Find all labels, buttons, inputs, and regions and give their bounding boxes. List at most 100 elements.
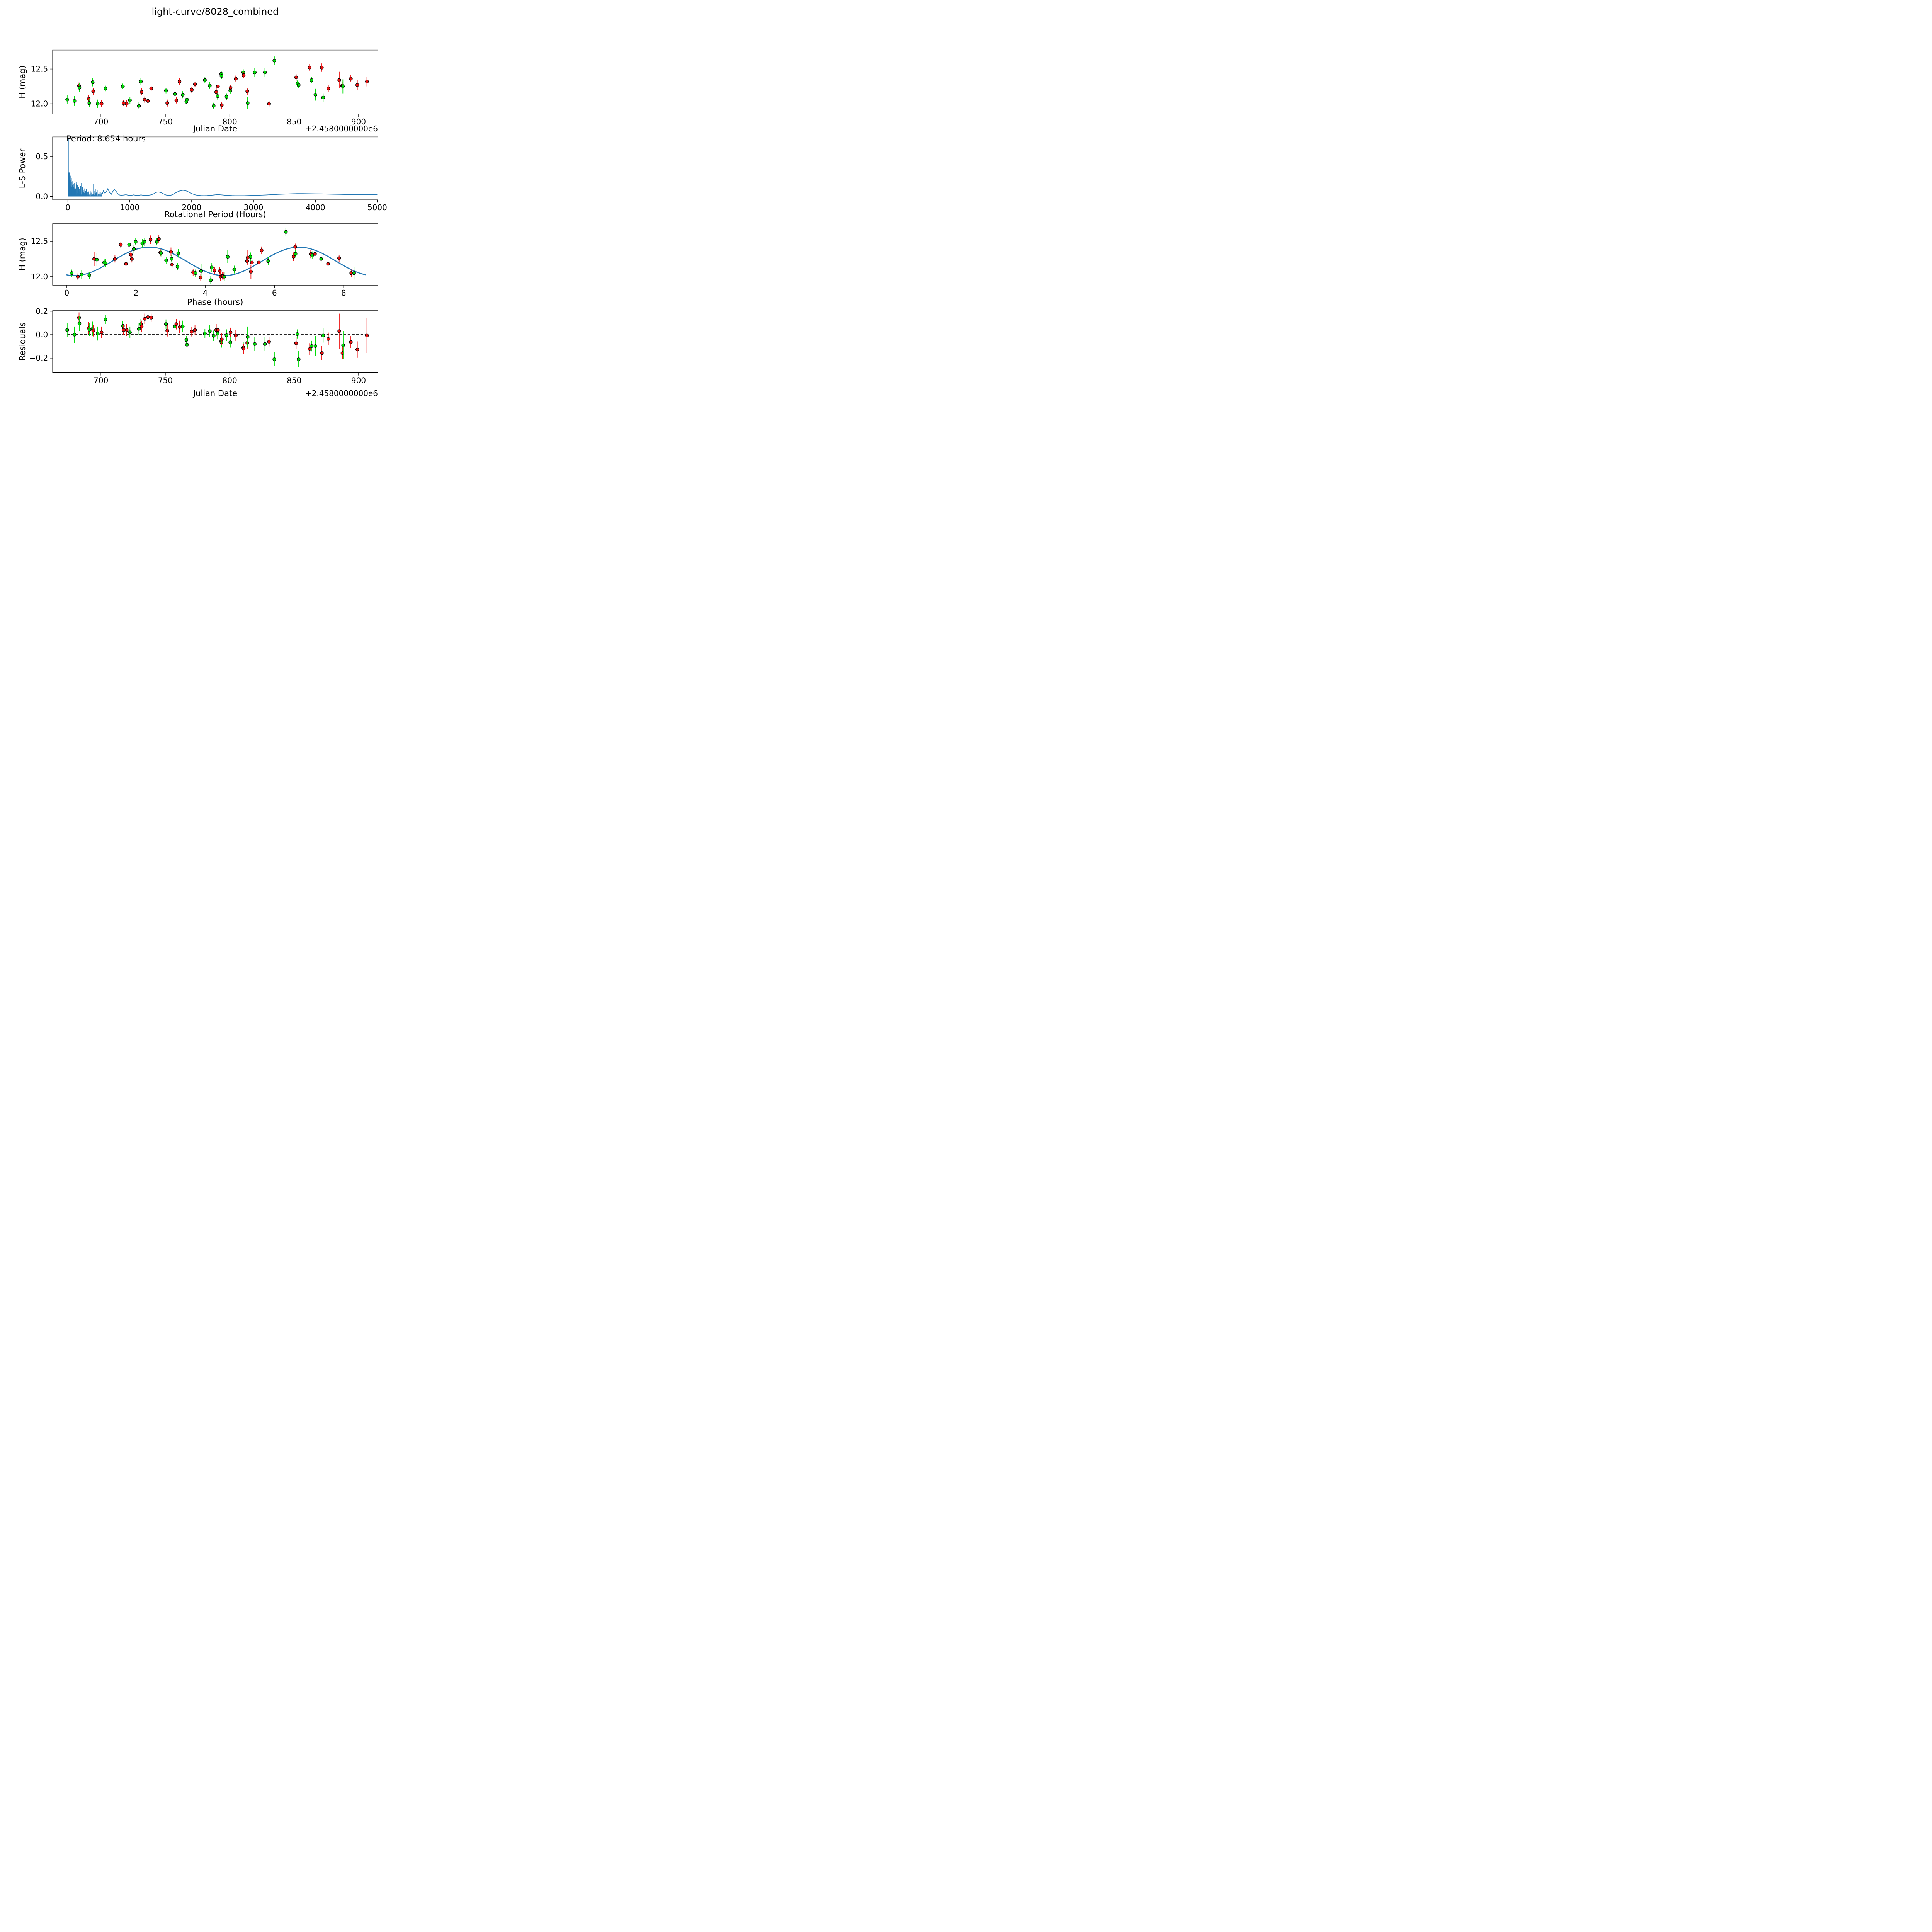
data-point [70, 271, 74, 275]
y-tick-label: 12.5 [31, 65, 48, 74]
y-tick-label: 0.0 [36, 192, 48, 201]
x-tick-label: 750 [158, 376, 173, 385]
data-point [234, 77, 238, 81]
data-point [119, 243, 123, 247]
data-point [146, 315, 150, 319]
data-point [272, 59, 276, 63]
periodogram-curve [101, 188, 378, 196]
data-point [216, 84, 220, 88]
data-point [146, 99, 150, 103]
data-point [210, 265, 214, 269]
panel3-ylabel: H (mag) [18, 238, 27, 271]
data-point [365, 80, 369, 83]
data-point [234, 333, 238, 337]
data-point [214, 90, 218, 94]
data-point [164, 88, 168, 93]
x-tick-label: 800 [223, 117, 237, 126]
data-point [91, 89, 95, 93]
data-point [169, 250, 173, 254]
data-point [337, 256, 341, 260]
data-point [77, 86, 82, 90]
period-annotation: Period: 8.654 hours [66, 134, 146, 143]
data-point [308, 347, 312, 351]
x-tick-label: 8 [341, 288, 346, 298]
data-point [139, 325, 144, 328]
light-curve-figure: 700 750 800 850 900 12.0 12.5 0 1000 2000 3000 4000… [0, 0, 417, 417]
data-point [193, 82, 197, 86]
data-point [352, 271, 356, 275]
data-point [355, 83, 359, 87]
panel1-axis-offset: +2.4580000000e6 [305, 124, 378, 133]
data-point [132, 247, 136, 251]
data-point [321, 95, 325, 100]
data-point [95, 258, 99, 262]
data-point [77, 316, 81, 320]
data-point [164, 322, 168, 326]
data-point [203, 332, 207, 335]
figure-title: light-curve/8028_combined [151, 6, 279, 17]
axes-frame [52, 223, 378, 286]
x-tick-label: 850 [287, 117, 301, 126]
data-point [242, 347, 246, 351]
x-tick-label: 700 [94, 117, 108, 126]
data-point [326, 262, 330, 266]
data-point [143, 240, 147, 244]
data-point [194, 271, 197, 275]
x-tick-label: 4 [203, 288, 208, 298]
data-point [128, 98, 132, 102]
panel4-axis-offset: +2.4580000000e6 [305, 389, 378, 398]
data-point [220, 103, 224, 107]
data-point [260, 248, 264, 252]
data-point [365, 333, 369, 337]
data-point [313, 93, 318, 97]
data-point [125, 328, 129, 332]
data-point [228, 330, 233, 334]
data-point [246, 101, 250, 105]
data-point [284, 230, 288, 234]
data-point [321, 333, 325, 337]
panel3-xlabel: Phase (hours) [187, 298, 243, 307]
data-point [294, 341, 298, 345]
x-tick-label: 800 [223, 376, 237, 385]
x-tick-label: 750 [158, 117, 173, 126]
data-point [313, 344, 318, 348]
data-point [104, 87, 107, 90]
data-point [159, 251, 163, 255]
data-point [73, 333, 77, 337]
data-point [173, 92, 177, 96]
data-point [222, 275, 226, 279]
data-point [320, 66, 324, 70]
data-point [174, 322, 178, 326]
data-point [297, 83, 301, 87]
data-point [128, 330, 132, 334]
x-tick-label: 4000 [306, 203, 325, 212]
y-tick-label: 0.0 [36, 330, 48, 339]
data-point [213, 268, 217, 272]
data-point [184, 338, 188, 342]
data-point [199, 269, 203, 273]
data-point [148, 238, 153, 242]
data-point [246, 335, 250, 339]
data-point [122, 101, 126, 105]
data-point [263, 70, 267, 75]
data-point [190, 330, 194, 334]
data-point [263, 342, 267, 346]
data-point [134, 240, 138, 244]
data-point [181, 325, 185, 328]
data-point [313, 252, 317, 256]
data-point [87, 273, 91, 277]
data-point [104, 318, 107, 321]
data-point [113, 257, 117, 261]
panel1-xlabel: Julian Date [193, 124, 238, 133]
data-point [100, 102, 104, 106]
data-point [297, 357, 301, 361]
x-tick-label: 850 [287, 376, 301, 385]
data-point [245, 341, 249, 345]
panel1-ylabel: H (mag) [18, 65, 27, 99]
x-tick-label: 1000 [120, 203, 139, 212]
axes-frame [52, 310, 378, 373]
data-point [295, 332, 299, 336]
data-point [341, 343, 345, 347]
data-point [165, 328, 169, 333]
data-point [164, 258, 168, 262]
